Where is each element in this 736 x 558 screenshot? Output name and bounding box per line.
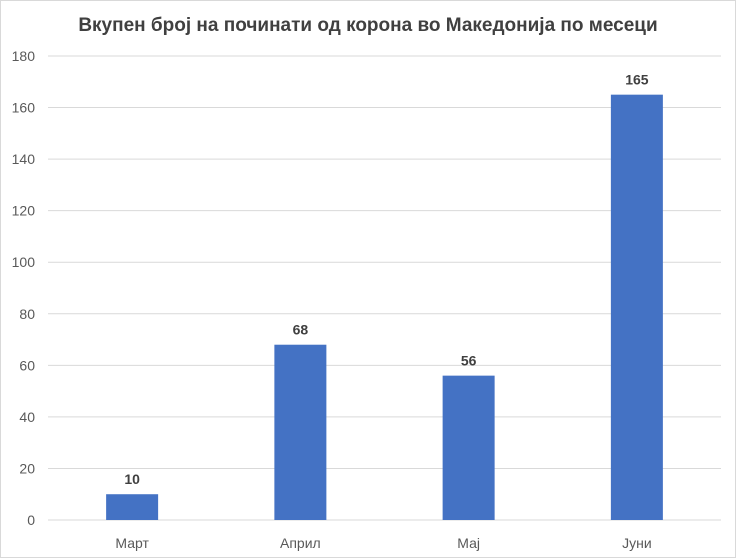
data-label-4: 165	[625, 72, 649, 88]
y-tick-label-80: 80	[19, 306, 35, 322]
y-tick-label-0: 0	[27, 512, 35, 528]
category-label-3: Мај	[457, 535, 480, 551]
bar-1	[106, 494, 159, 520]
bar-3	[442, 375, 495, 520]
data-label-1: 10	[124, 471, 140, 487]
y-tick-label-60: 60	[19, 357, 35, 373]
y-tick-label-180: 180	[12, 48, 36, 64]
y-tick-label-120: 120	[12, 203, 36, 219]
y-tick-label-160: 160	[12, 100, 36, 116]
data-labels: 10 68 56 165	[124, 72, 648, 488]
bars	[106, 94, 663, 521]
y-tick-label-100: 100	[12, 254, 36, 270]
category-label-1: Март	[115, 535, 149, 551]
category-label-2: Април	[280, 535, 321, 551]
category-label-4: Јуни	[622, 535, 652, 551]
bar-2	[274, 344, 327, 520]
chart-title: Вкупен број на починати од корона во Мак…	[78, 15, 658, 36]
y-tick-label-40: 40	[19, 409, 35, 425]
bar-4	[610, 94, 663, 521]
y-tick-label-140: 140	[12, 151, 36, 167]
x-axis-categories: Март Април Мај Јуни	[115, 535, 651, 551]
data-label-2: 68	[293, 322, 309, 338]
gridlines	[48, 55, 721, 521]
data-label-3: 56	[461, 353, 477, 369]
y-tick-label-20: 20	[19, 460, 35, 476]
y-axis-ticks: 0 20 40 60 80 100 120 140 160 180	[12, 48, 36, 528]
